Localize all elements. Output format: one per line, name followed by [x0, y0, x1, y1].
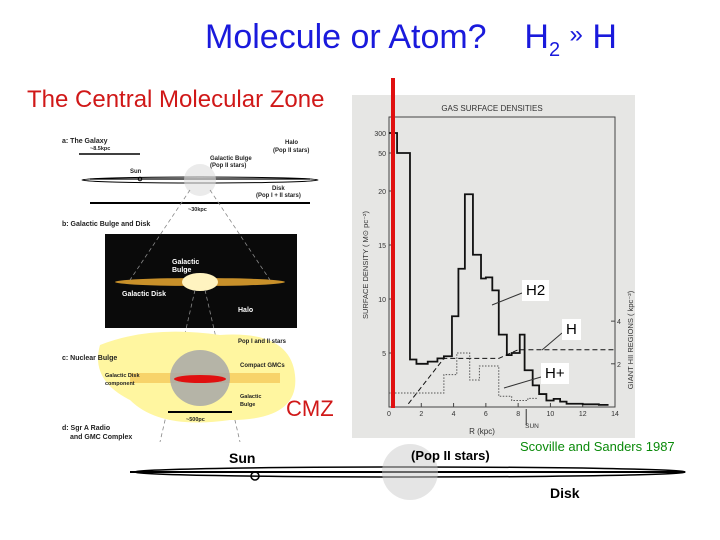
disk-component-label-1: Galactic Disk — [105, 373, 140, 379]
x-tick-label: 2 — [419, 411, 423, 418]
photo-bulge-label-2: Bulge — [172, 267, 192, 274]
y-tick-label: 10 — [378, 297, 386, 304]
halo-label: Halo — [285, 140, 298, 146]
plot-frame — [388, 116, 616, 408]
sun-marker-label: SUN — [525, 423, 539, 430]
chart-title: GAS SURFACE DENSITIES — [441, 104, 542, 113]
x-tick-label: 12 — [579, 411, 587, 418]
x-tick-label: 4 — [452, 411, 456, 418]
chart-panel: GAS SURFACE DENSITIES 5 10 15 20 50 300 0 2 4 6 8 1… — [352, 95, 635, 438]
cmz-label: CMZ — [286, 396, 334, 421]
sun-label: Sun — [130, 169, 142, 175]
photo-disk-label: Galactic Disk — [122, 291, 166, 298]
galactic-bulge — [184, 164, 216, 196]
h2-label: H2 — [522, 280, 550, 301]
scale-500-label: ~500pc — [186, 417, 205, 423]
y-tick-label: 300 — [374, 131, 386, 138]
compact-gmcs — [174, 375, 226, 383]
h-pointer — [541, 332, 563, 351]
h-label: H — [562, 319, 581, 340]
bulge-label: Galactic Bulge — [210, 156, 252, 162]
panel-a-label: a: The Galaxy — [62, 138, 108, 145]
strip-disk-label: Disk — [550, 485, 580, 501]
y-tick-label: 5 — [382, 351, 386, 358]
title-arrow: » — [569, 21, 583, 48]
panel-b-label: b: Galactic Bulge and Disk — [62, 221, 150, 228]
hplus-label: H+ — [541, 363, 569, 384]
gmc-label: Compact GMCs — [240, 363, 285, 369]
title-text: Molecule or Atom? — [205, 18, 487, 56]
bulge-pop-label: (Pop II stars) — [210, 163, 246, 169]
scale-30-label: ~30kpc — [188, 207, 207, 213]
pop-label: Pop I and II stars — [238, 339, 287, 345]
galaxy-edge-on-strip: Sun (Pop II stars) Disk — [130, 444, 686, 501]
y-tick-label: 20 — [378, 189, 386, 196]
series-h — [407, 349, 615, 405]
y2-tick-label: 2 — [617, 362, 621, 369]
panel-d-label-2: and GMC Complex — [70, 434, 132, 441]
title-h2-sub: 2 — [548, 38, 561, 61]
disk-component-label-2: component — [105, 381, 135, 387]
strip-sun-label: Sun — [229, 450, 255, 466]
gas-density-chart: GAS SURFACE DENSITIES 5 10 15 20 50 300 0 2 4 6 8 1… — [361, 104, 635, 436]
panel-c-label: c: Nuclear Bulge — [62, 355, 117, 362]
panel-d-label-1: d: Sgr A Radio — [62, 425, 110, 432]
halo-pop-label: (Pop II stars) — [273, 148, 309, 154]
x-tick-label: 0 — [387, 411, 391, 418]
disk-pop-label: (Pop I + II stars) — [256, 193, 301, 199]
series-h2 — [389, 132, 609, 406]
hplus-pointer — [503, 376, 542, 389]
scale-85-label: ~8.5kpc — [90, 146, 110, 152]
galaxy-diagram: a: The Galaxy Halo (Pop II stars) ~8.5kp… — [62, 138, 319, 442]
photo-bulge-label-1: Galactic — [172, 259, 199, 266]
cmz-boundary-line — [391, 78, 395, 408]
x-tick-label: 10 — [547, 411, 555, 418]
title-h: H — [592, 18, 617, 56]
disk-label: Disk — [272, 186, 285, 192]
h2-pointer — [491, 292, 523, 306]
y2-axis-label: GIANT HII REGIONS ( kpc⁻²) — [626, 290, 635, 389]
slide-title: Molecule or Atom? H2 » H — [205, 18, 617, 62]
x-tick-label: 6 — [484, 411, 488, 418]
x-tick-label: 14 — [611, 411, 619, 418]
title-h2: H — [524, 18, 549, 56]
y2-tick-label: 4 — [617, 319, 621, 326]
series-hplus — [389, 352, 538, 402]
y-tick-label: 50 — [378, 151, 386, 158]
photo-bulge — [182, 273, 218, 291]
sun-marker — [137, 176, 143, 182]
c-bulge-label-1: Galactic — [240, 394, 261, 400]
y-tick-label: 15 — [378, 243, 386, 250]
y-axis-label: SURFACE DENSITY ( M⊙ pc⁻²) — [361, 210, 370, 319]
x-tick-label: 8 — [516, 411, 520, 418]
photo-halo-label: Halo — [238, 307, 253, 314]
c-bulge-label-2: Bulge — [240, 402, 255, 408]
x-axis-label: R (kpc) — [469, 427, 495, 436]
strip-sun-marker — [250, 471, 260, 481]
slide-subtitle: The Central Molecular Zone — [27, 86, 325, 113]
strip-bulge — [382, 444, 438, 500]
strip-pop-label: (Pop II stars) — [411, 448, 490, 463]
citation: Scoville and Sanders 1987 — [520, 439, 675, 454]
